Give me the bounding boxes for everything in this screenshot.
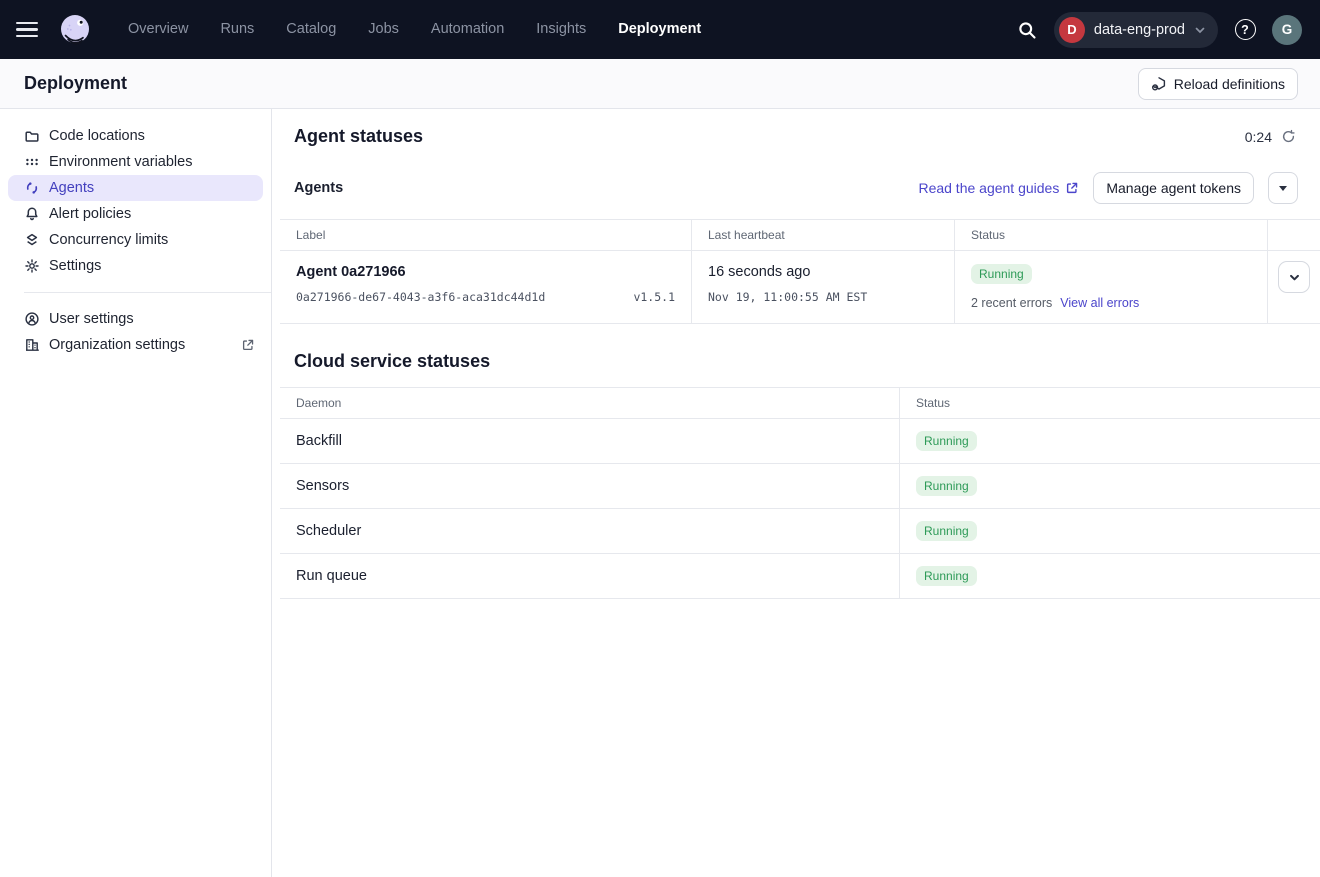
topbar-right-cluster: D data-eng-prod ? G	[1012, 12, 1302, 48]
daemon-status-cell: Running	[900, 464, 1320, 509]
status-badge: Running	[916, 521, 977, 541]
organization-icon	[24, 337, 40, 353]
manage-agent-tokens-button[interactable]: Manage agent tokens	[1093, 172, 1254, 204]
sidebar-item-environment-variables[interactable]: Environment variables	[8, 149, 263, 175]
user-avatar[interactable]: G	[1272, 15, 1302, 45]
dagster-logo[interactable]	[56, 11, 94, 49]
deployment-switcher-label: data-eng-prod	[1094, 22, 1185, 38]
sidebar-divider	[24, 292, 271, 293]
octopus-logo-icon	[56, 11, 94, 49]
heartbeat-timestamp: Nov 19, 11:00:55 AM EST	[708, 290, 938, 304]
reload-definitions-button[interactable]: Reload definitions	[1138, 68, 1298, 100]
nav-item-deployment[interactable]: Deployment	[602, 0, 717, 59]
sidebar-item-label: Concurrency limits	[49, 232, 255, 248]
sidebar-item-organization-settings[interactable]: Organization settings	[8, 332, 263, 358]
column-header-daemon: Daemon	[280, 387, 900, 419]
daemon-status-cell: Running	[900, 419, 1320, 464]
reload-definitions-icon	[1151, 76, 1167, 92]
view-all-errors-link[interactable]: View all errors	[1060, 296, 1139, 310]
agent-icon	[24, 180, 40, 196]
daemon-status-cell: Running	[900, 554, 1320, 599]
nav-item-automation[interactable]: Automation	[415, 0, 520, 59]
column-header-status: Status	[955, 219, 1268, 251]
column-header-last-heartbeat: Last heartbeat	[692, 219, 955, 251]
refresh-countdown: 0:24	[1245, 129, 1296, 145]
agent-row-expand-button[interactable]	[1278, 261, 1310, 293]
user-circle-icon	[24, 311, 40, 327]
daemon-row-run-queue: Run queue	[280, 554, 900, 599]
sidebar-item-concurrency-limits[interactable]: Concurrency limits	[8, 227, 263, 253]
deployment-switcher[interactable]: D data-eng-prod	[1054, 12, 1218, 48]
agent-statuses-title: Agent statuses	[294, 126, 423, 147]
nav-item-insights[interactable]: Insights	[520, 0, 602, 59]
cloud-services-table: Daemon Status Backfill Running Sensors R…	[280, 387, 1320, 599]
sidebar-item-user-settings[interactable]: User settings	[8, 306, 263, 332]
gear-icon	[24, 258, 40, 274]
column-header-label: Label	[280, 219, 692, 251]
countdown-value: 0:24	[1245, 129, 1272, 145]
recent-errors-count: 2 recent errors	[971, 296, 1052, 310]
agents-section-label: Agents	[294, 180, 343, 196]
nav-item-overview[interactable]: Overview	[112, 0, 204, 59]
sidebar-item-agents[interactable]: Agents	[8, 175, 263, 201]
main-content: Agent statuses 0:24 Agents Read the agen…	[272, 109, 1320, 877]
status-badge: Running	[916, 566, 977, 586]
daemon-row-scheduler: Scheduler	[280, 509, 900, 554]
sidebar-item-code-locations[interactable]: Code locations	[8, 123, 263, 149]
refresh-icon[interactable]	[1281, 129, 1296, 144]
page-title: Deployment	[24, 73, 127, 94]
sidebar-item-label: Alert policies	[49, 206, 255, 222]
agent-label-cell: Agent 0a271966 0a271966-de67-4043-a3f6-a…	[280, 251, 692, 324]
primary-nav: Overview Runs Catalog Jobs Automation In…	[112, 0, 717, 59]
agent-actions-dropdown-button[interactable]	[1268, 172, 1298, 204]
sidebar-item-label: User settings	[49, 311, 255, 327]
status-badge: Running	[971, 264, 1032, 284]
deployment-sidebar: Code locations Environment variables Age…	[0, 109, 272, 877]
nav-item-jobs[interactable]: Jobs	[352, 0, 415, 59]
external-link-icon	[241, 338, 255, 352]
reload-definitions-label: Reload definitions	[1174, 76, 1285, 92]
daemon-row-backfill: Backfill	[280, 419, 900, 464]
deployment-initial-badge: D	[1059, 17, 1085, 43]
top-navigation-bar: Overview Runs Catalog Jobs Automation In…	[0, 0, 1320, 59]
agent-version: v1.5.1	[633, 290, 675, 304]
external-link-icon	[1065, 181, 1079, 195]
agent-guides-link[interactable]: Read the agent guides	[918, 180, 1079, 196]
sidebar-item-label: Environment variables	[49, 154, 255, 170]
agent-heartbeat-cell: 16 seconds ago Nov 19, 11:00:55 AM EST	[692, 251, 955, 324]
nav-item-runs[interactable]: Runs	[204, 0, 270, 59]
chevron-down-icon	[1288, 271, 1301, 284]
status-badge: Running	[916, 476, 977, 496]
sidebar-item-settings[interactable]: Settings	[8, 253, 263, 279]
column-header-actions	[1268, 219, 1320, 251]
help-icon[interactable]: ?	[1230, 15, 1260, 45]
daemon-status-cell: Running	[900, 509, 1320, 554]
sidebar-item-label: Settings	[49, 258, 255, 274]
variables-icon	[24, 154, 40, 170]
layers-icon	[24, 232, 40, 248]
agent-id: 0a271966-de67-4043-a3f6-aca31dc44d1d	[296, 290, 545, 304]
sidebar-item-label: Organization settings	[49, 337, 232, 353]
agent-name: Agent 0a271966	[296, 264, 675, 280]
sidebar-item-alert-policies[interactable]: Alert policies	[8, 201, 263, 227]
sidebar-item-label: Agents	[49, 180, 255, 196]
nav-item-catalog[interactable]: Catalog	[270, 0, 352, 59]
heartbeat-relative: 16 seconds ago	[708, 264, 938, 280]
search-icon[interactable]	[1012, 15, 1042, 45]
column-header-status: Status	[900, 387, 1320, 419]
page-header: Deployment Reload definitions	[0, 59, 1320, 109]
hamburger-menu-icon[interactable]	[16, 17, 42, 43]
chevron-down-icon	[1194, 24, 1206, 36]
bell-icon	[24, 206, 40, 222]
folder-icon	[24, 128, 40, 144]
daemon-row-sensors: Sensors	[280, 464, 900, 509]
agent-expander-cell	[1268, 251, 1320, 324]
agent-status-cell: Running 2 recent errors View all errors	[955, 251, 1268, 324]
status-badge: Running	[916, 431, 977, 451]
caret-down-icon	[1279, 186, 1287, 191]
agents-table: Label Last heartbeat Status Agent 0a2719…	[280, 219, 1320, 324]
cloud-service-statuses-title: Cloud service statuses	[272, 324, 1320, 372]
sidebar-item-label: Code locations	[49, 128, 255, 144]
